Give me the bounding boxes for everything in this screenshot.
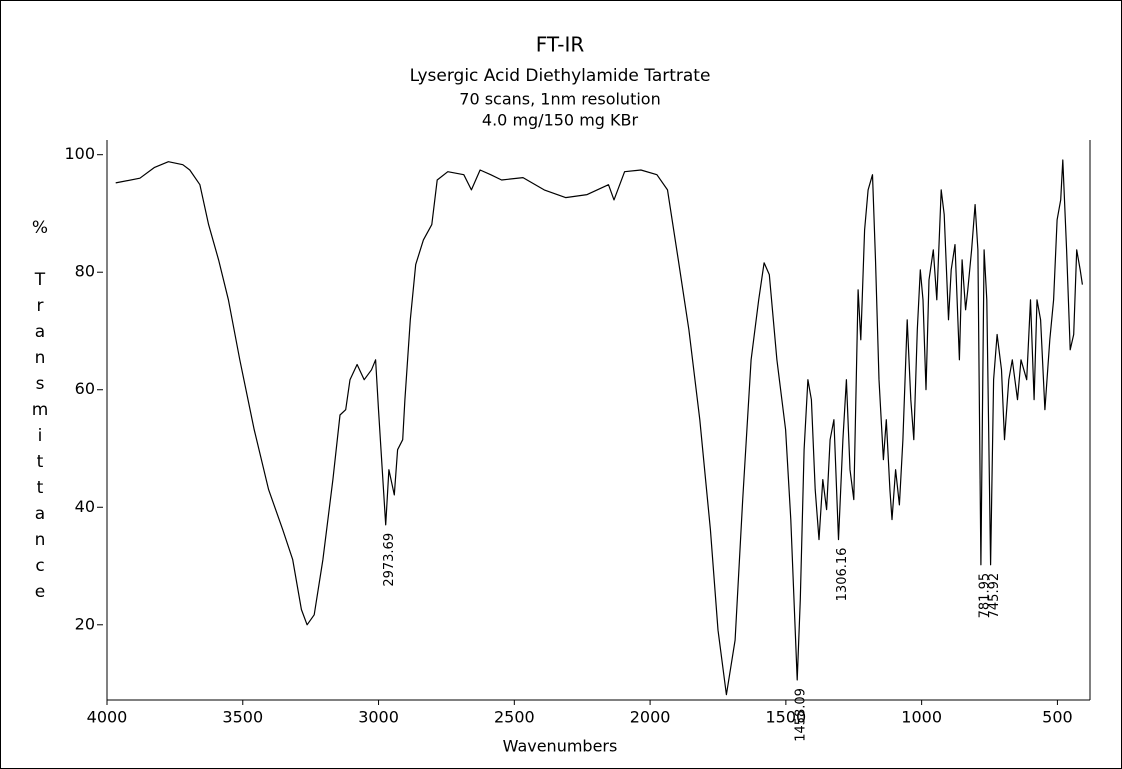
- y-tick-label: 40: [75, 497, 95, 516]
- x-tick-label: 4000: [87, 708, 128, 727]
- x-tick-label: 2000: [630, 708, 671, 727]
- y-tick-label: 60: [75, 379, 95, 398]
- peak-label: 1306.16: [835, 548, 850, 602]
- x-tick-label: 3000: [358, 708, 399, 727]
- y-tick-label: 100: [64, 144, 95, 163]
- peak-label: 2973.69: [382, 533, 397, 587]
- x-tick-label: 1000: [901, 708, 942, 727]
- peak-label: 1458.09: [794, 688, 809, 742]
- peak-label: 781.95: [977, 573, 992, 619]
- note: 4.0 mg/150 mg KBr: [482, 111, 639, 130]
- y-tick-label: 20: [75, 614, 95, 633]
- x-tick-label: 500: [1042, 708, 1073, 727]
- chart-title: FT-IR: [536, 33, 585, 57]
- note: 70 scans, 1nm resolution: [459, 90, 660, 109]
- x-tick-label: 3500: [222, 708, 263, 727]
- peak-label: 745.92: [987, 573, 1002, 619]
- spectrum-line: [115, 159, 1083, 696]
- x-tick-label: 2500: [494, 708, 535, 727]
- y-tick-label: 80: [75, 262, 95, 281]
- y-axis-title: % Transmittance: [30, 218, 50, 608]
- x-tick-label: 1500: [766, 708, 807, 727]
- chart-subtitle: Lysergic Acid Diethylamide Tartrate: [410, 66, 711, 86]
- x-axis-title: Wavenumbers: [503, 737, 618, 756]
